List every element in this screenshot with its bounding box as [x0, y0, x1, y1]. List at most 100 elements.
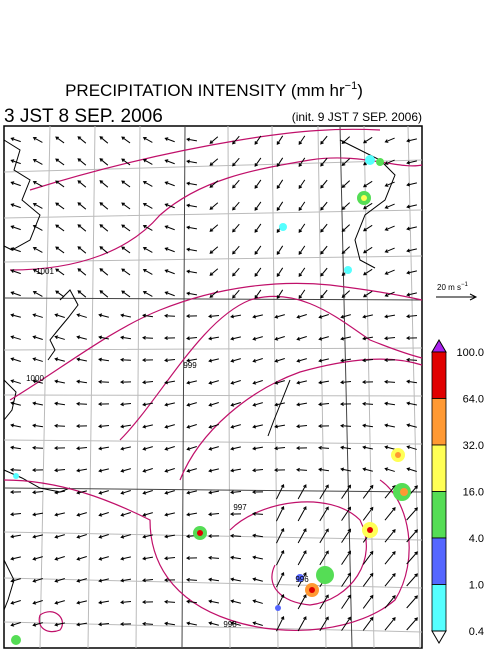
wind-arrow [120, 600, 132, 605]
wind-arrow [10, 622, 21, 627]
wind-arrow [384, 445, 395, 450]
wind-arrow [320, 201, 328, 211]
wind-arrow [76, 622, 88, 627]
wind-arrow [208, 555, 220, 560]
wind-arrow [99, 136, 109, 144]
wind-arrow [252, 468, 264, 473]
wind-arrow [10, 335, 21, 340]
wind-arrow [32, 180, 43, 187]
wind-arrow [32, 246, 43, 253]
wind-arrow [142, 268, 153, 275]
wind-arrow [362, 550, 374, 565]
wind-arrow [121, 290, 131, 298]
wind-arrow [54, 622, 65, 627]
wind-arrow [54, 578, 65, 583]
wind-arrow [164, 621, 176, 626]
wind-arrow [32, 290, 43, 297]
wind-arrow [232, 223, 240, 233]
wind-arrow [32, 578, 43, 583]
wind-arrow [76, 313, 87, 318]
wind-arrow [406, 573, 418, 587]
wind-arrow [384, 203, 395, 209]
wind-arrow [209, 180, 219, 188]
wind-arrow [164, 490, 175, 495]
wind-arrow [362, 467, 373, 472]
wind-arrow [341, 484, 352, 499]
wind-arrow [76, 357, 87, 362]
wind-arrow [362, 506, 374, 521]
wind-arrow [208, 468, 219, 473]
wind-arrow [54, 335, 65, 340]
wind-arrow [121, 224, 131, 232]
wind-arrow [320, 267, 328, 277]
wind-arrow [318, 445, 330, 450]
wind-arrow [142, 202, 153, 209]
wind-arrow [296, 467, 308, 472]
wind-arrow [186, 269, 198, 274]
wind-arrow [164, 534, 176, 539]
wind-arrow [275, 505, 285, 522]
wind-arrow [142, 358, 154, 363]
wind-arrow [208, 512, 220, 517]
wind-arrow [55, 290, 65, 298]
wind-arrow [55, 246, 65, 254]
wind-arrow [55, 136, 65, 144]
wind-arrow [296, 380, 307, 385]
wind-arrow [32, 202, 43, 209]
wind-arrow [32, 268, 43, 275]
wind-arrow [230, 599, 241, 604]
wind-arrow [276, 135, 284, 146]
wind-arrow [274, 358, 285, 363]
wind-arrow [320, 223, 328, 233]
wind-arrow [186, 490, 197, 495]
title-text: PRECIPITATION INTENSITY (mm hr [65, 81, 345, 100]
wind-arrow [230, 314, 242, 319]
wind-arrow [274, 468, 286, 473]
wind-arrow [54, 512, 65, 517]
wind-arrow [319, 506, 329, 522]
wind-arrow [232, 201, 240, 211]
wind-arrow [32, 357, 43, 362]
wind-arrow [298, 267, 306, 277]
colorbar-label: 0.4 [469, 626, 484, 638]
wind-arrow [98, 600, 110, 605]
wind-arrow [362, 572, 374, 587]
wind-arrow [320, 179, 328, 189]
wind-arrow [10, 556, 21, 561]
wind-arrow [142, 578, 154, 583]
wind-arrow [10, 247, 21, 253]
wind-arrow [340, 358, 352, 363]
wind-arrow [142, 600, 154, 605]
colorbar: 100.0 64.0 32.0 16.0 4.0 1.0 0.4 [431, 339, 484, 644]
wind-arrow [384, 358, 396, 363]
wind-arrow [98, 357, 110, 362]
wind-arrow [406, 445, 417, 450]
wind-arrow [186, 380, 197, 385]
wind-arrow [208, 336, 220, 341]
wind-arrow [77, 246, 87, 254]
wind-arrow [341, 528, 352, 543]
wind-scale-label: 20 m s−1 [437, 282, 469, 292]
wind-arrow [208, 358, 219, 363]
wind-arrow [341, 136, 351, 145]
wind-arrow [252, 511, 264, 516]
wind-arrow [297, 616, 307, 632]
wind-arrow [232, 179, 240, 189]
wind-arrow [142, 468, 153, 473]
wind-arrow [142, 158, 153, 165]
wind-arrow [32, 556, 43, 561]
wind-arrow [164, 203, 175, 209]
wind-arrow [186, 621, 197, 626]
wind-arrow [298, 245, 306, 255]
wind-arrow [406, 467, 417, 472]
wind-arrow [362, 180, 373, 188]
wind-arrow [10, 578, 21, 583]
wind-arrow [406, 160, 417, 165]
wind-arrow [77, 180, 87, 188]
wind-arrow [98, 622, 110, 627]
wind-arrow [10, 181, 21, 187]
wind-arrow [276, 245, 284, 256]
wind-arrow [276, 267, 284, 278]
wind-arrow [384, 507, 396, 521]
wind-arrow [319, 616, 329, 632]
